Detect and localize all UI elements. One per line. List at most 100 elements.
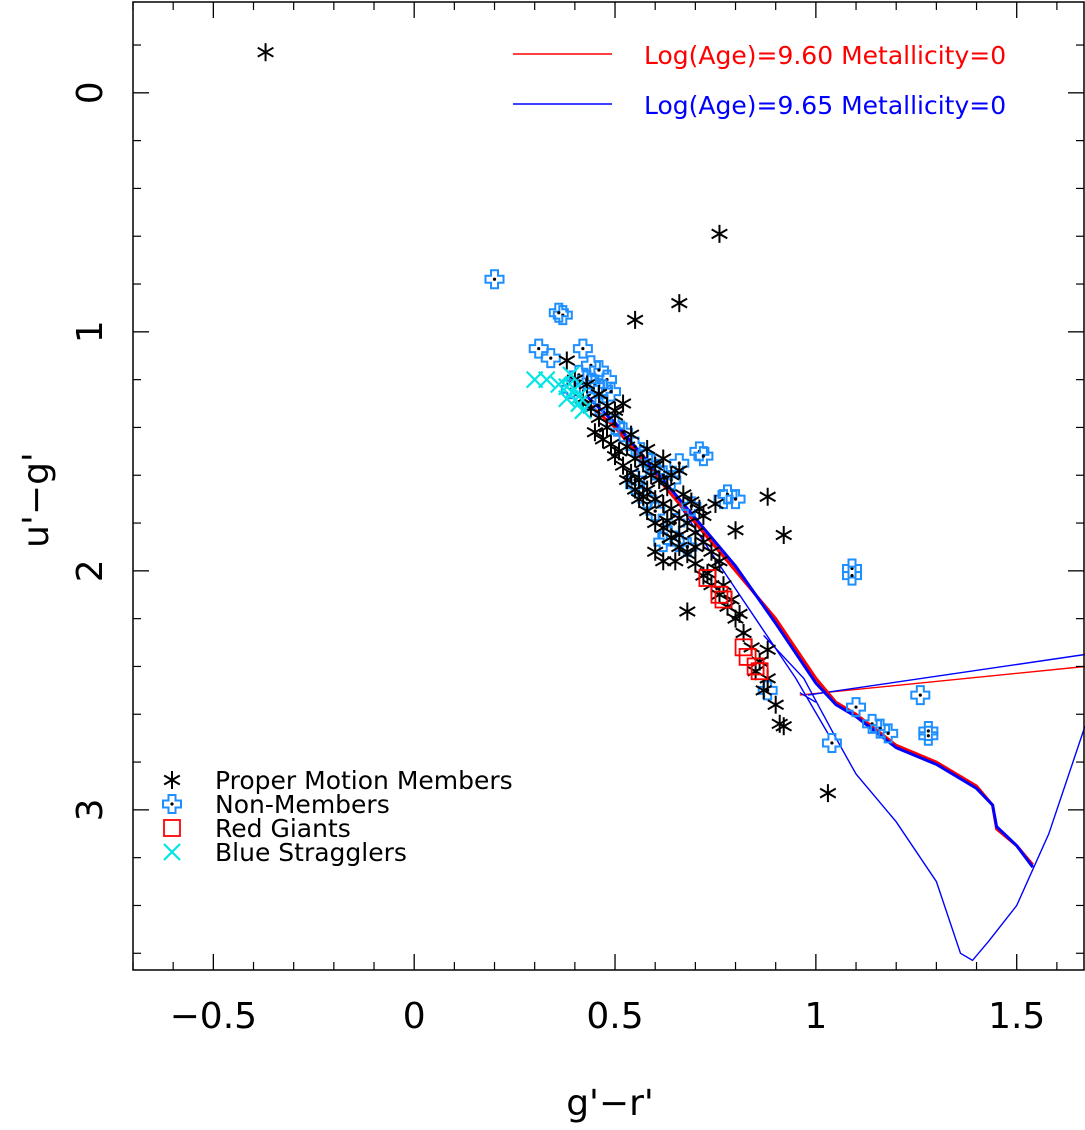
data-point xyxy=(626,310,644,329)
x-tick-label: 0.5 xyxy=(586,996,643,1037)
plot-frame xyxy=(132,1,1085,971)
data-point xyxy=(602,435,620,454)
data-point xyxy=(622,425,640,444)
data-point xyxy=(727,521,744,540)
data-point xyxy=(670,461,688,480)
data-point xyxy=(562,366,580,384)
legend-marker-0 xyxy=(163,771,181,789)
data-point xyxy=(819,784,837,803)
data-point xyxy=(606,401,624,420)
data-point xyxy=(771,714,789,733)
data-point xyxy=(731,604,748,623)
data-point xyxy=(666,552,684,571)
data-point xyxy=(746,657,765,676)
data-point xyxy=(670,294,688,313)
data-point xyxy=(711,224,728,243)
data-point xyxy=(714,590,733,609)
data-point xyxy=(614,456,632,475)
y-tick-label: 3 xyxy=(70,798,111,821)
x-axis-label: g'−r' xyxy=(566,1083,654,1124)
data-point xyxy=(638,502,656,521)
y-axis-label: u'−g' xyxy=(16,452,57,548)
x-tick-label: −0.5 xyxy=(170,996,257,1037)
legend-label-series: Non-Members xyxy=(215,790,390,819)
legend-marker-2 xyxy=(163,819,181,837)
data-point xyxy=(654,552,672,571)
data-point xyxy=(759,487,776,506)
data-point xyxy=(558,351,576,370)
x-tick-label: 1.5 xyxy=(988,996,1045,1037)
data-point xyxy=(537,370,556,389)
legend: Log(Age)=9.60 Metallicity=0 Log(Age)=9.65… xyxy=(162,41,1006,867)
data-point xyxy=(918,725,939,746)
data-point xyxy=(614,394,632,413)
data-point xyxy=(842,565,863,586)
data-point xyxy=(598,418,616,437)
legend-marker-1 xyxy=(162,794,182,814)
data-point xyxy=(588,360,609,381)
data-point xyxy=(693,446,714,467)
data-point xyxy=(670,525,688,544)
legend-label-series: Blue Stragglers xyxy=(215,838,407,867)
legend-label-isochrone: Log(Age)=9.60 Metallicity=0 xyxy=(644,41,1006,70)
data-point xyxy=(687,554,704,573)
x-tick-label: 0 xyxy=(403,996,426,1037)
data-point xyxy=(586,423,604,442)
data-point xyxy=(683,492,700,511)
data-point xyxy=(734,638,753,657)
data-point xyxy=(654,449,672,468)
data-point xyxy=(698,569,717,587)
legend-label-series: Proper Motion Members xyxy=(215,766,513,795)
data-point xyxy=(710,585,729,604)
data-point xyxy=(638,439,656,458)
data-point xyxy=(650,471,668,490)
data-point xyxy=(679,602,696,621)
y-tick-label: 1 xyxy=(70,320,111,343)
x-tick-label: 1 xyxy=(804,996,827,1037)
data-point xyxy=(558,389,576,408)
data-point xyxy=(548,302,569,323)
data-point xyxy=(821,732,842,753)
data-point xyxy=(626,480,644,499)
data-point xyxy=(572,338,593,359)
isochrone-branch-1 xyxy=(807,653,1085,696)
legend-label-series: Red Giants xyxy=(215,814,351,843)
data-point xyxy=(540,348,561,369)
data-point xyxy=(634,454,652,473)
isochrone-branch-2 xyxy=(799,692,817,703)
data-point xyxy=(590,384,608,403)
data-point xyxy=(674,485,692,504)
data-point xyxy=(687,537,704,556)
data-point xyxy=(878,723,899,744)
data-point xyxy=(601,381,622,402)
data-point xyxy=(842,558,863,579)
data-point xyxy=(846,697,867,718)
data-point xyxy=(725,489,746,510)
data-point xyxy=(775,525,793,544)
isochrone-branch-3 xyxy=(763,634,1085,962)
data-point xyxy=(707,494,724,513)
data-point xyxy=(767,695,785,714)
data-point xyxy=(618,437,636,456)
axes: −0.5 0 0.5 1 1.5 0 1 2 3 xyxy=(70,1,1085,1037)
isochrone-line-965 xyxy=(585,395,1035,869)
data-points xyxy=(257,43,939,803)
legend-marker-3 xyxy=(163,843,181,861)
y-tick-label: 0 xyxy=(70,81,111,104)
data-point xyxy=(658,511,676,530)
data-point xyxy=(910,685,931,706)
data-point xyxy=(691,499,708,518)
data-point xyxy=(750,662,769,681)
data-point xyxy=(634,487,652,506)
isochrone-branch-0 xyxy=(799,665,1085,696)
data-point xyxy=(646,456,664,475)
data-point xyxy=(574,401,592,420)
data-point xyxy=(658,478,676,497)
data-point xyxy=(755,681,772,700)
data-point xyxy=(257,43,274,62)
data-point xyxy=(484,269,505,290)
y-tick-label: 2 xyxy=(70,559,111,582)
data-point xyxy=(759,640,776,659)
legend-label-isochrone: Log(Age)=9.65 Metallicity=0 xyxy=(644,91,1006,120)
